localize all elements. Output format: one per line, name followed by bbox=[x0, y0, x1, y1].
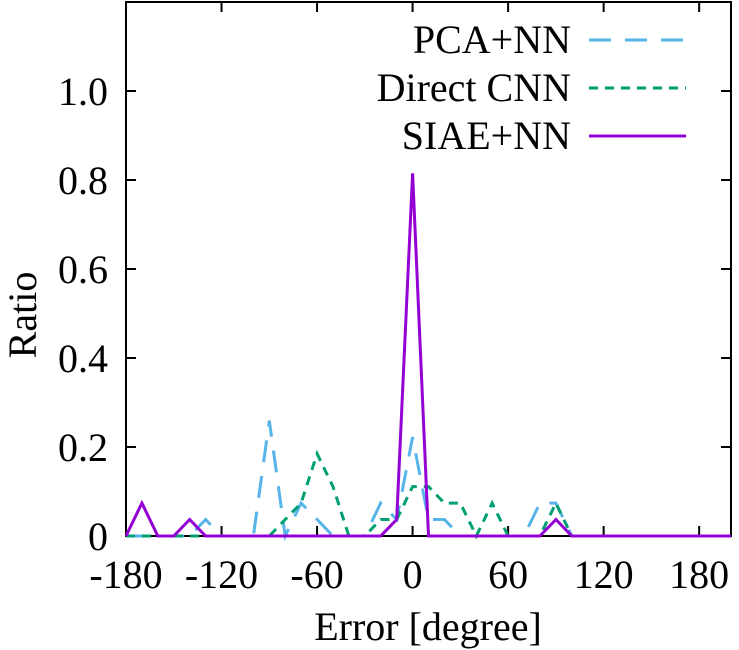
x-tick-label: 120 bbox=[574, 552, 634, 597]
legend-label: PCA+NN bbox=[413, 17, 571, 62]
x-tick-label: -120 bbox=[185, 552, 258, 597]
legend-label: Direct CNN bbox=[377, 65, 571, 110]
x-tick-label: 60 bbox=[488, 552, 528, 597]
x-tick-label: -60 bbox=[290, 552, 343, 597]
y-tick-label: 0.6 bbox=[58, 247, 108, 292]
series-line-siae-nn bbox=[124, 173, 731, 538]
x-axis-title: Error [degree] bbox=[314, 604, 542, 649]
axis-ticks: -180 -120 -60 0 60 120 180 0 0.2 0.4 0.6 0.8 1.0 bbox=[58, 2, 731, 597]
y-tick-label: 0 bbox=[88, 514, 108, 559]
y-axis-title: Ratio bbox=[0, 272, 45, 359]
x-tick-label: 180 bbox=[669, 552, 729, 597]
legend-label: SIAE+NN bbox=[402, 113, 571, 158]
x-tick-label: 0 bbox=[403, 552, 423, 597]
series-layer bbox=[124, 173, 731, 542]
y-tick-label: 0.2 bbox=[58, 425, 108, 470]
x-tick-label: -180 bbox=[89, 552, 162, 597]
y-tick-label: 0.8 bbox=[58, 158, 108, 203]
y-tick-label: 0.4 bbox=[58, 336, 108, 381]
y-tick-label: 1.0 bbox=[58, 69, 108, 114]
